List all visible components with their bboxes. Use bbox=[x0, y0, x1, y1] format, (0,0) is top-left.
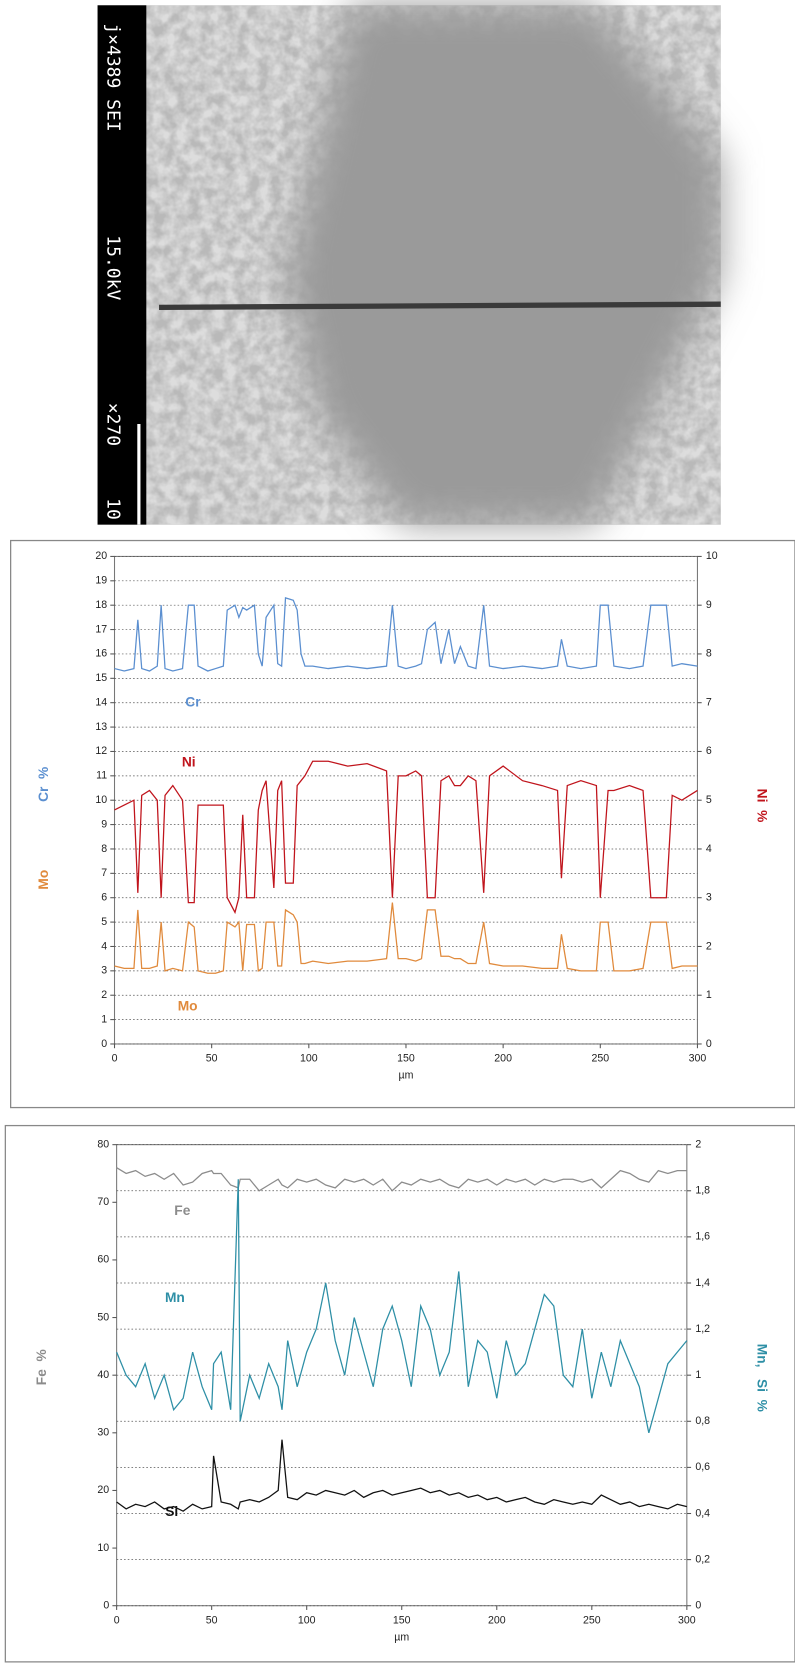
x-tick-label: 50 bbox=[206, 1614, 218, 1626]
series-line bbox=[116, 1439, 687, 1512]
y-tick-label: 10 bbox=[97, 1542, 109, 1554]
y-tick-label: 8 bbox=[101, 843, 107, 855]
x-tick-label: 250 bbox=[591, 1053, 609, 1065]
y2-tick-label: 9 bbox=[706, 599, 712, 611]
x-tick-label: 300 bbox=[689, 1053, 707, 1065]
scan-line bbox=[159, 301, 721, 311]
y-tick-label: 16 bbox=[95, 648, 107, 660]
x-axis-label: µm bbox=[399, 1070, 414, 1082]
y-tick-label: 5 bbox=[101, 916, 107, 928]
y2-tick-label: 7 bbox=[706, 696, 712, 708]
y-tick-label: 7 bbox=[101, 867, 107, 879]
y-tick-label: 4 bbox=[101, 940, 107, 952]
y2-tick-label: 1,4 bbox=[695, 1277, 710, 1289]
x-tick-label: 100 bbox=[300, 1053, 318, 1065]
y-tick-label: 2 bbox=[101, 989, 107, 1001]
y-tick-label: 11 bbox=[96, 770, 107, 782]
y2-tick-label: 0,2 bbox=[695, 1553, 710, 1565]
x-tick-label: 0 bbox=[114, 1614, 120, 1626]
series-line bbox=[116, 1167, 687, 1192]
y-axis-label: Mo bbox=[36, 870, 51, 890]
sem-label: ×270 bbox=[102, 403, 123, 446]
series-line bbox=[114, 760, 698, 915]
x-tick-label: 200 bbox=[488, 1614, 506, 1626]
y2-tick-label: 5 bbox=[706, 794, 712, 806]
y2-tick-label: 0 bbox=[695, 1600, 701, 1612]
y-tick-label: 9 bbox=[101, 818, 107, 830]
x-tick-label: 50 bbox=[206, 1053, 218, 1065]
y-tick-label: 0 bbox=[103, 1600, 109, 1612]
y2-tick-label: 1,8 bbox=[695, 1185, 710, 1197]
y-tick-label: 3 bbox=[101, 965, 107, 977]
y-tick-label: 6 bbox=[101, 892, 107, 904]
series-label: Si bbox=[165, 1504, 178, 1519]
y-tick-label: 50 bbox=[97, 1311, 109, 1323]
y-tick-label: 10 bbox=[95, 794, 107, 806]
series-line bbox=[116, 1179, 688, 1433]
y-tick-label: 13 bbox=[95, 721, 107, 733]
series-line bbox=[114, 902, 698, 974]
x-tick-label: 150 bbox=[397, 1053, 415, 1065]
y2-tick-label: 1,2 bbox=[695, 1323, 710, 1335]
y2-tick-label: 0,4 bbox=[695, 1507, 710, 1519]
series-label: Fe bbox=[174, 1203, 190, 1218]
y2-tick-label: 10 bbox=[706, 550, 718, 562]
y-tick-label: 14 bbox=[95, 696, 107, 708]
x-axis-label: µm bbox=[394, 1631, 409, 1643]
x-tick-label: 150 bbox=[393, 1614, 411, 1626]
series-label: Mn bbox=[165, 1290, 185, 1305]
y2-axis-label: Ni % bbox=[754, 789, 769, 823]
y-tick-label: 60 bbox=[97, 1254, 109, 1266]
y2-tick-label: 4 bbox=[706, 843, 712, 855]
y-tick-label: 20 bbox=[95, 550, 107, 562]
y-tick-label: 1 bbox=[101, 1013, 107, 1025]
sem-image: j×4389 SEI 15.0kV ×270 10 bbox=[97, 5, 721, 525]
y-tick-label: 70 bbox=[97, 1196, 109, 1208]
y2-axis-label: Mn, Si % bbox=[754, 1344, 769, 1412]
x-tick-label: 250 bbox=[583, 1614, 601, 1626]
x-tick-label: 0 bbox=[112, 1053, 118, 1065]
y-tick-label: 20 bbox=[97, 1484, 109, 1496]
y2-tick-label: 2 bbox=[706, 940, 712, 952]
y-tick-label: 30 bbox=[97, 1427, 109, 1439]
sem-label: 15.0kV bbox=[102, 235, 123, 300]
x-tick-label: 100 bbox=[298, 1614, 316, 1626]
y-tick-label: 19 bbox=[95, 575, 107, 587]
y2-tick-label: 1 bbox=[695, 1369, 701, 1381]
y-tick-label: 18 bbox=[95, 599, 107, 611]
series-label: Mo bbox=[178, 999, 198, 1014]
sem-label: j×4389 SEI bbox=[102, 23, 123, 131]
y2-tick-label: 0 bbox=[706, 1038, 712, 1050]
y2-tick-label: 1 bbox=[706, 989, 712, 1001]
y2-tick-label: 0,6 bbox=[695, 1461, 710, 1473]
y-tick-label: 40 bbox=[97, 1369, 109, 1381]
series-label: Ni bbox=[182, 755, 196, 770]
series-label: Cr bbox=[185, 694, 201, 709]
y-axis-label: Fe % bbox=[34, 1349, 49, 1385]
y2-tick-label: 6 bbox=[706, 745, 712, 757]
x-tick-label: 200 bbox=[494, 1053, 512, 1065]
y-tick-label: 0 bbox=[101, 1038, 107, 1050]
y-tick-label: 80 bbox=[97, 1138, 109, 1150]
x-tick-label: 300 bbox=[678, 1614, 696, 1626]
series-line bbox=[114, 597, 698, 672]
y-tick-label: 17 bbox=[95, 623, 107, 635]
y-tick-label: 15 bbox=[95, 672, 107, 684]
y2-tick-label: 0,8 bbox=[695, 1415, 710, 1427]
y-tick-label: 12 bbox=[95, 745, 107, 757]
y-axis-label: Cr % bbox=[36, 767, 51, 802]
y2-tick-label: 3 bbox=[706, 892, 712, 904]
y2-tick-label: 1,6 bbox=[695, 1231, 710, 1243]
sem-band bbox=[286, 5, 721, 525]
y2-tick-label: 8 bbox=[706, 648, 712, 660]
sem-label: 10 bbox=[102, 498, 123, 520]
y2-tick-label: 2 bbox=[695, 1138, 701, 1150]
